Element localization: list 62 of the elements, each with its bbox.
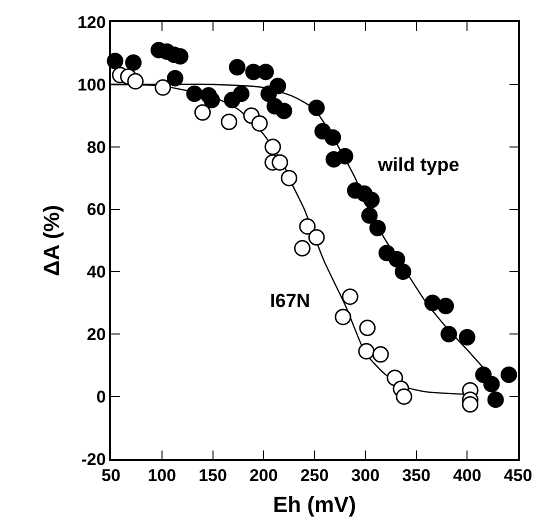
y-tick-label: 60 — [86, 200, 106, 220]
x-tick-label: 150 — [198, 466, 227, 486]
point — [299, 218, 316, 235]
y-tick-label: 40 — [86, 262, 106, 282]
point — [462, 396, 478, 413]
y-tick-label: 80 — [86, 138, 106, 157]
point — [458, 329, 476, 346]
point — [127, 73, 144, 90]
y-tick-label: -20 — [81, 450, 106, 469]
point — [334, 308, 352, 326]
point — [154, 79, 172, 96]
point — [500, 366, 518, 383]
series-label: wild type — [377, 155, 460, 176]
point — [272, 154, 288, 171]
point — [294, 240, 311, 257]
point — [369, 220, 386, 236]
point — [363, 192, 380, 208]
x-tick-label: 200 — [249, 466, 278, 486]
x-tick-label: 50 — [102, 466, 120, 486]
x-tick-label: 400 — [452, 466, 482, 486]
point — [424, 294, 441, 312]
point — [308, 100, 325, 116]
point — [438, 298, 454, 314]
point — [260, 86, 277, 102]
point — [372, 346, 389, 363]
point — [228, 59, 246, 76]
point — [358, 343, 375, 360]
point — [264, 138, 282, 156]
y-tick-label: 100 — [77, 75, 106, 94]
point — [359, 320, 376, 336]
point — [186, 86, 203, 102]
point — [166, 70, 184, 86]
series-label: I67N — [270, 291, 310, 312]
x-axis-title: Eh (mV) — [272, 492, 356, 517]
point — [276, 102, 292, 120]
y-tick-label: 120 — [77, 12, 106, 32]
point — [308, 229, 325, 246]
point — [336, 148, 354, 164]
y-tick-label: 0 — [96, 388, 106, 407]
point — [232, 86, 250, 102]
point — [220, 114, 238, 130]
point — [396, 388, 412, 405]
point — [487, 391, 504, 408]
y-axis-title: ΔA (%) — [38, 204, 64, 276]
x-tick-label: 450 — [504, 466, 532, 486]
x-tick-label: 250 — [300, 466, 329, 486]
point — [194, 104, 211, 121]
point — [440, 326, 458, 342]
point — [280, 170, 298, 186]
point — [251, 115, 268, 132]
point — [125, 54, 142, 71]
x-tick-label: 100 — [148, 466, 176, 486]
x-tick-label: 300 — [351, 466, 380, 486]
x-tick-label: 350 — [402, 466, 430, 486]
point — [324, 129, 342, 146]
point — [483, 376, 500, 392]
point — [388, 250, 406, 268]
point — [203, 92, 220, 108]
y-tick-label: 20 — [86, 325, 106, 344]
point — [394, 263, 412, 280]
point — [342, 288, 358, 305]
point — [361, 207, 378, 224]
